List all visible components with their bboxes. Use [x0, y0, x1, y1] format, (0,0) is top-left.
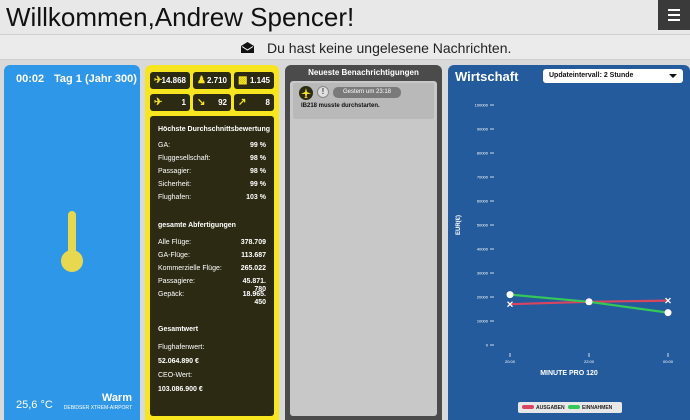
x-tick-label: 00:00 — [663, 359, 674, 364]
stats-details: Höchste Durchschnittsbewertung GA: 99 % F… — [150, 116, 274, 416]
thermometer-icon — [61, 211, 83, 272]
stat-badge-pax: ✈ 14.868 — [150, 72, 190, 89]
y-tick-label: 20000 — [477, 295, 489, 300]
legend-swatch-income — [568, 405, 580, 409]
alert-icon: ! — [317, 86, 329, 98]
chevron-down-icon — [669, 74, 677, 78]
y-tick-label: 0 — [486, 343, 489, 348]
notification-message: IB218 musste durchstarten. — [301, 103, 380, 109]
chart-legend[interactable]: AUSGABEN EINNAHMEN — [518, 402, 622, 413]
page-header: Willkommen,Andrew Spencer! — [0, 0, 690, 34]
luggage-icon: ▩ — [238, 75, 248, 86]
notifications-title: Neueste Benachrichtigungen — [308, 68, 419, 77]
y-axis-label: EUR(€) — [456, 215, 462, 235]
stat-badge-takeoff: ↗ 8 — [234, 94, 274, 111]
data-point-income — [506, 291, 514, 299]
airport-value: 52.064.890 € — [158, 358, 199, 365]
legend-label-income: EINNAHMEN — [582, 405, 613, 411]
y-tick-label: 80000 — [477, 151, 489, 156]
stat-badge-plane: ✈ 1 — [150, 94, 190, 111]
legend-label-expenses: AUSGABEN — [536, 405, 565, 411]
notification-item[interactable]: ! Gestern um 23:18 IB218 musste durchsta… — [293, 83, 434, 119]
airport-name: DEBIDSER XTREM-AIRPORT — [63, 405, 132, 411]
x-tick-label: 20:00 — [505, 359, 516, 364]
x-tick-label: 22:00 — [584, 359, 595, 364]
notification-time: Gestern um 23:18 — [333, 87, 401, 98]
rating-heading: Höchste Durchschnittsbewertung — [158, 126, 271, 133]
message-bar: Du hast keine ungelesene Nachrichten. — [0, 34, 690, 60]
data-point-expenses — [507, 301, 513, 308]
y-tick-label: 50000 — [477, 223, 489, 228]
passenger-walk-icon: ✈ — [154, 75, 163, 86]
stat-badge-landing: ↘ 92 — [193, 94, 231, 111]
weather-condition: Warm — [101, 392, 132, 404]
handling-heading: gesamte Abfertigungen — [158, 222, 236, 229]
y-tick-label: 100000 — [475, 103, 489, 108]
notifications-panel: Neueste Benachrichtigungen ! Gestern um … — [285, 65, 442, 420]
takeoff-icon: ↗ — [238, 97, 247, 108]
stat-badge-people: ♟ 2.710 — [193, 72, 231, 89]
economy-chart: 0 10000 20000 30000 40000 50000 60000 70000 8000… — [456, 103, 674, 378]
page-title: Willkommen,Andrew Spencer! — [6, 2, 355, 32]
y-tick-label: 30000 — [477, 271, 489, 276]
total-value-heading: Gesamtwert — [158, 326, 199, 333]
economy-panel: Wirtschaft Updateintervall: 2 Stunde 0 10… — [448, 65, 690, 420]
ceo-value: 103.086.900 € — [158, 386, 203, 393]
y-tick-label: 70000 — [477, 175, 489, 180]
plane-icon: ✈ — [154, 97, 163, 108]
stat-badge-luggage: ▩ 1.145 — [234, 72, 274, 89]
y-tick-label: 10000 — [477, 319, 489, 324]
y-tick-label: 60000 — [477, 199, 489, 204]
update-interval-select[interactable]: Updateintervall: 2 Stunde — [543, 69, 683, 83]
game-day: Tag 1 (Jahr 300) — [54, 73, 137, 85]
message-status-text: Du hast keine ungelesene Nachrichten. — [267, 40, 512, 56]
envelope-icon — [241, 42, 254, 53]
data-point-expenses — [665, 297, 671, 304]
game-time: 00:02 — [16, 73, 45, 85]
airplane-icon — [299, 86, 313, 100]
economy-title: Wirtschaft — [455, 69, 519, 84]
landing-icon: ↘ — [197, 97, 206, 108]
data-point-income — [664, 309, 672, 317]
people-icon: ♟ — [197, 75, 206, 86]
data-point-income — [585, 298, 593, 306]
temperature: 25,6 °C — [16, 399, 53, 411]
stats-panel: ✈ 14.868 ♟ 2.710 ▩ 1.145 ✈ 1 ↘ 92 ↗ 8 Hö… — [145, 65, 279, 420]
y-tick-label: 40000 — [477, 247, 489, 252]
weather-panel: 00:02 Tag 1 (Jahr 300) 25,6 °C Warm DEBI… — [4, 65, 140, 420]
legend-swatch-expenses — [522, 405, 534, 409]
notification-list[interactable]: ! Gestern um 23:18 IB218 musste durchsta… — [290, 81, 437, 416]
menu-toggle-button[interactable] — [658, 0, 690, 30]
y-tick-label: 90000 — [477, 127, 489, 132]
x-axis-label: MINUTE PRO 120 — [540, 370, 598, 377]
